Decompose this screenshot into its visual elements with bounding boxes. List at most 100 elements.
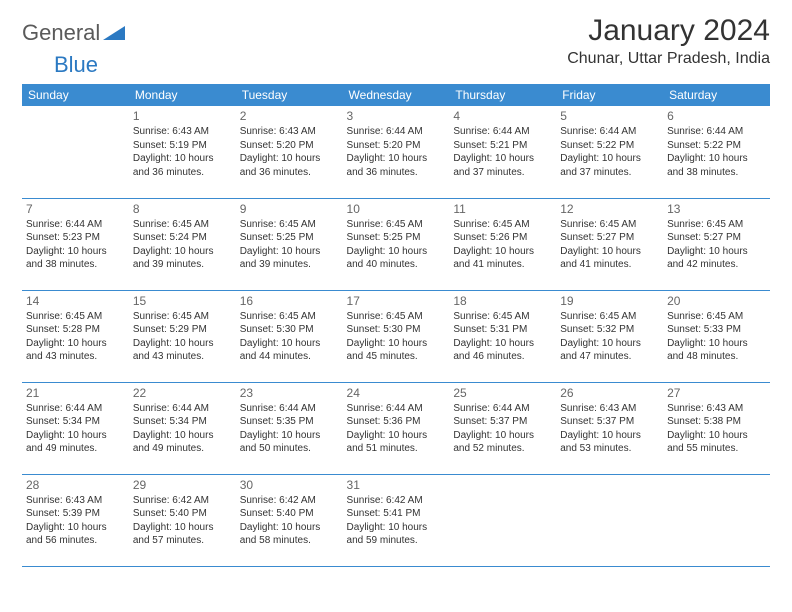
sunrise-text: Sunrise: 6:44 AM: [26, 218, 125, 232]
calendar-day-cell: 17Sunrise: 6:45 AMSunset: 5:30 PMDayligh…: [343, 290, 450, 382]
calendar-day-cell: 1Sunrise: 6:43 AMSunset: 5:19 PMDaylight…: [129, 106, 236, 198]
calendar-week-row: 7Sunrise: 6:44 AMSunset: 5:23 PMDaylight…: [22, 198, 770, 290]
sunrise-text: Sunrise: 6:45 AM: [347, 218, 446, 232]
sunset-text: Sunset: 5:36 PM: [347, 415, 446, 429]
sunrise-text: Sunrise: 6:45 AM: [240, 218, 339, 232]
sunset-text: Sunset: 5:41 PM: [347, 507, 446, 521]
sunrise-text: Sunrise: 6:44 AM: [453, 402, 552, 416]
day-number: 22: [133, 385, 232, 401]
day-number: 11: [453, 201, 552, 217]
day-header: Saturday: [663, 84, 770, 106]
calendar-day-cell: [663, 474, 770, 566]
sunrise-text: Sunrise: 6:45 AM: [26, 310, 125, 324]
day-number: 2: [240, 108, 339, 124]
sunrise-text: Sunrise: 6:44 AM: [133, 402, 232, 416]
logo-text-blue: Blue: [54, 52, 98, 77]
sunset-text: Sunset: 5:29 PM: [133, 323, 232, 337]
day-number: 21: [26, 385, 125, 401]
day-number: 26: [560, 385, 659, 401]
sunrise-text: Sunrise: 6:43 AM: [667, 402, 766, 416]
daylight-text: Daylight: 10 hours and 37 minutes.: [560, 152, 659, 179]
day-number: 31: [347, 477, 446, 493]
sunrise-text: Sunrise: 6:45 AM: [667, 310, 766, 324]
sunrise-text: Sunrise: 6:42 AM: [347, 494, 446, 508]
calendar-day-cell: 9Sunrise: 6:45 AMSunset: 5:25 PMDaylight…: [236, 198, 343, 290]
day-number: 4: [453, 108, 552, 124]
day-number: 29: [133, 477, 232, 493]
sunset-text: Sunset: 5:40 PM: [133, 507, 232, 521]
sunset-text: Sunset: 5:39 PM: [26, 507, 125, 521]
daylight-text: Daylight: 10 hours and 55 minutes.: [667, 429, 766, 456]
day-number: 19: [560, 293, 659, 309]
calendar-day-cell: [449, 474, 556, 566]
daylight-text: Daylight: 10 hours and 36 minutes.: [347, 152, 446, 179]
sunrise-text: Sunrise: 6:44 AM: [667, 125, 766, 139]
calendar-day-cell: 26Sunrise: 6:43 AMSunset: 5:37 PMDayligh…: [556, 382, 663, 474]
day-number: 24: [347, 385, 446, 401]
day-number: 27: [667, 385, 766, 401]
calendar-day-cell: 15Sunrise: 6:45 AMSunset: 5:29 PMDayligh…: [129, 290, 236, 382]
sunrise-text: Sunrise: 6:43 AM: [240, 125, 339, 139]
sunset-text: Sunset: 5:26 PM: [453, 231, 552, 245]
daylight-text: Daylight: 10 hours and 59 minutes.: [347, 521, 446, 548]
calendar-body: 1Sunrise: 6:43 AMSunset: 5:19 PMDaylight…: [22, 106, 770, 566]
sunset-text: Sunset: 5:38 PM: [667, 415, 766, 429]
daylight-text: Daylight: 10 hours and 56 minutes.: [26, 521, 125, 548]
daylight-text: Daylight: 10 hours and 43 minutes.: [26, 337, 125, 364]
calendar-table: SundayMondayTuesdayWednesdayThursdayFrid…: [22, 84, 770, 567]
calendar-page: General January 2024 Chunar, Uttar Prade…: [0, 0, 792, 577]
calendar-day-cell: 20Sunrise: 6:45 AMSunset: 5:33 PMDayligh…: [663, 290, 770, 382]
calendar-day-cell: 5Sunrise: 6:44 AMSunset: 5:22 PMDaylight…: [556, 106, 663, 198]
calendar-day-cell: 28Sunrise: 6:43 AMSunset: 5:39 PMDayligh…: [22, 474, 129, 566]
sunrise-text: Sunrise: 6:45 AM: [240, 310, 339, 324]
sunset-text: Sunset: 5:24 PM: [133, 231, 232, 245]
day-number: 12: [560, 201, 659, 217]
calendar-day-cell: 25Sunrise: 6:44 AMSunset: 5:37 PMDayligh…: [449, 382, 556, 474]
sunset-text: Sunset: 5:37 PM: [560, 415, 659, 429]
sunset-text: Sunset: 5:37 PM: [453, 415, 552, 429]
calendar-day-cell: 21Sunrise: 6:44 AMSunset: 5:34 PMDayligh…: [22, 382, 129, 474]
calendar-day-cell: 30Sunrise: 6:42 AMSunset: 5:40 PMDayligh…: [236, 474, 343, 566]
calendar-day-cell: 29Sunrise: 6:42 AMSunset: 5:40 PMDayligh…: [129, 474, 236, 566]
logo: General: [22, 14, 127, 46]
sunset-text: Sunset: 5:25 PM: [240, 231, 339, 245]
daylight-text: Daylight: 10 hours and 38 minutes.: [667, 152, 766, 179]
day-number: 13: [667, 201, 766, 217]
sunset-text: Sunset: 5:23 PM: [26, 231, 125, 245]
sunset-text: Sunset: 5:31 PM: [453, 323, 552, 337]
daylight-text: Daylight: 10 hours and 41 minutes.: [560, 245, 659, 272]
daylight-text: Daylight: 10 hours and 53 minutes.: [560, 429, 659, 456]
day-number: 5: [560, 108, 659, 124]
sunset-text: Sunset: 5:40 PM: [240, 507, 339, 521]
calendar-day-cell: 12Sunrise: 6:45 AMSunset: 5:27 PMDayligh…: [556, 198, 663, 290]
calendar-week-row: 28Sunrise: 6:43 AMSunset: 5:39 PMDayligh…: [22, 474, 770, 566]
day-header: Sunday: [22, 84, 129, 106]
sunrise-text: Sunrise: 6:42 AM: [240, 494, 339, 508]
day-number: 10: [347, 201, 446, 217]
day-number: 30: [240, 477, 339, 493]
daylight-text: Daylight: 10 hours and 38 minutes.: [26, 245, 125, 272]
daylight-text: Daylight: 10 hours and 49 minutes.: [26, 429, 125, 456]
day-header: Friday: [556, 84, 663, 106]
daylight-text: Daylight: 10 hours and 57 minutes.: [133, 521, 232, 548]
sunrise-text: Sunrise: 6:45 AM: [133, 218, 232, 232]
sunrise-text: Sunrise: 6:44 AM: [560, 125, 659, 139]
logo-text-general: General: [22, 20, 100, 46]
sunrise-text: Sunrise: 6:45 AM: [560, 218, 659, 232]
daylight-text: Daylight: 10 hours and 46 minutes.: [453, 337, 552, 364]
day-number: 18: [453, 293, 552, 309]
day-number: 17: [347, 293, 446, 309]
calendar-day-cell: 23Sunrise: 6:44 AMSunset: 5:35 PMDayligh…: [236, 382, 343, 474]
sunrise-text: Sunrise: 6:44 AM: [26, 402, 125, 416]
calendar-week-row: 1Sunrise: 6:43 AMSunset: 5:19 PMDaylight…: [22, 106, 770, 198]
day-number: 15: [133, 293, 232, 309]
daylight-text: Daylight: 10 hours and 41 minutes.: [453, 245, 552, 272]
sunset-text: Sunset: 5:25 PM: [347, 231, 446, 245]
daylight-text: Daylight: 10 hours and 42 minutes.: [667, 245, 766, 272]
calendar-day-cell: 19Sunrise: 6:45 AMSunset: 5:32 PMDayligh…: [556, 290, 663, 382]
daylight-text: Daylight: 10 hours and 44 minutes.: [240, 337, 339, 364]
sunrise-text: Sunrise: 6:45 AM: [453, 310, 552, 324]
day-number: 6: [667, 108, 766, 124]
calendar-day-cell: 13Sunrise: 6:45 AMSunset: 5:27 PMDayligh…: [663, 198, 770, 290]
sunset-text: Sunset: 5:21 PM: [453, 139, 552, 153]
